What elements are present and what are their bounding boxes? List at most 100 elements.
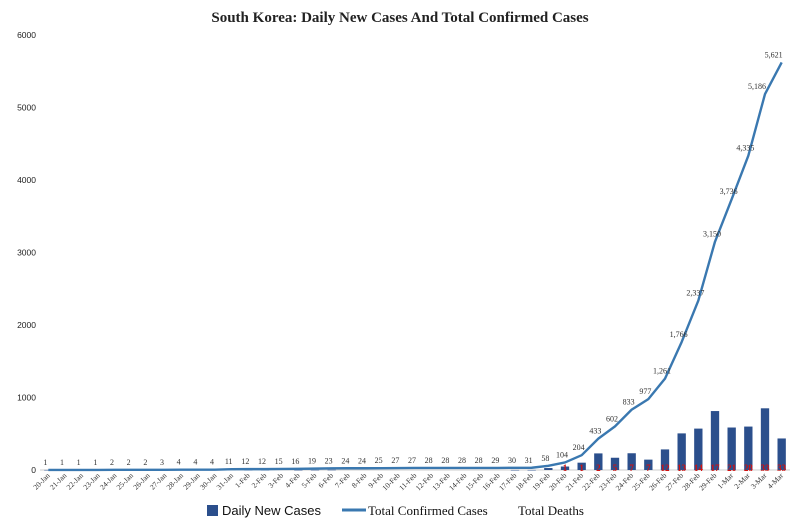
data-label-total-confirmed: 25 xyxy=(375,456,383,465)
data-label-total-confirmed: 3,736 xyxy=(720,187,738,196)
y-tick-label: 0 xyxy=(31,465,36,475)
data-label-total-deaths: 12 xyxy=(661,463,671,473)
bar-daily-new-cases xyxy=(644,459,653,470)
data-label-total-deaths: 2 xyxy=(596,463,601,473)
data-label-total-confirmed: 11 xyxy=(225,457,233,466)
legend: Daily New Cases Total Confirmed Cases To… xyxy=(207,503,584,518)
x-tick-label: 24-Jan xyxy=(98,471,119,492)
line-series-total-confirmed xyxy=(48,61,783,472)
bar-daily-new-cases xyxy=(694,428,703,470)
legend-label-total-deaths: Total Deaths xyxy=(518,503,584,518)
data-label-total-confirmed: 28 xyxy=(441,456,449,465)
data-label-total-deaths: 1 xyxy=(563,463,568,473)
data-label-total-confirmed: 204 xyxy=(573,443,585,452)
legend-label-daily-new-cases: Daily New Cases xyxy=(222,503,321,518)
data-label-total-confirmed: 28 xyxy=(475,456,483,465)
data-label-total-confirmed: 27 xyxy=(408,456,416,465)
x-tick-label: 1-Mar xyxy=(715,471,735,491)
data-label-total-confirmed: 2 xyxy=(110,458,114,467)
data-label-total-confirmed: 16 xyxy=(291,457,299,466)
x-tick-label: 10-Feb xyxy=(380,471,402,493)
bar-daily-new-cases xyxy=(660,449,670,470)
data-label-total-confirmed: 28 xyxy=(458,456,466,465)
x-tick-label: 26-Feb xyxy=(647,471,669,493)
legend-swatch-daily-new-cases xyxy=(207,505,218,516)
x-tick-label: 30-Jan xyxy=(198,471,219,492)
x-tick-label: 1-Feb xyxy=(233,471,252,490)
data-label-total-confirmed: 4 xyxy=(193,458,197,467)
data-label-total-confirmed: 1,261 xyxy=(653,367,671,376)
x-tick-label: 29-Feb xyxy=(697,471,719,493)
data-label-total-deaths: 21 xyxy=(727,463,737,473)
data-label-total-deaths: 17 xyxy=(711,463,721,473)
x-tick-label: 28-Jan xyxy=(165,471,186,492)
x-tick-label: 3-Feb xyxy=(266,471,285,490)
bar-daily-new-cases xyxy=(677,433,686,470)
x-tick-label: 16-Feb xyxy=(480,471,502,493)
bar-daily-new-cases xyxy=(610,457,620,470)
data-label-total-deaths: 33 xyxy=(761,463,771,473)
x-tick-label: 31-Jan xyxy=(215,471,236,492)
x-tick-label: 3-Mar xyxy=(749,471,769,491)
data-label-total-confirmed: 977 xyxy=(639,387,651,396)
y-tick-label: 5000 xyxy=(17,103,36,113)
x-tick-label: 24-Feb xyxy=(614,471,636,493)
x-tick-label: 2-Feb xyxy=(250,471,269,490)
data-label-total-deaths: 7 xyxy=(629,463,634,473)
x-tick-label: 2-Mar xyxy=(732,471,752,491)
y-tick-label: 3000 xyxy=(17,248,36,258)
x-tick-label: 17-Feb xyxy=(497,471,519,493)
data-label-total-confirmed: 12 xyxy=(241,457,249,466)
bar-daily-new-cases xyxy=(710,411,720,470)
x-tick-label: 28-Feb xyxy=(680,471,702,493)
x-tick-label: 21-Feb xyxy=(564,471,586,493)
x-tick-label: 22-Jan xyxy=(65,471,86,492)
x-tick-label: 23-Feb xyxy=(597,471,619,493)
data-label-total-confirmed: 23 xyxy=(325,456,333,465)
data-label-total-confirmed: 4 xyxy=(210,458,214,467)
data-label-total-confirmed: 4 xyxy=(177,458,181,467)
x-tick-label: 18-Feb xyxy=(514,471,536,493)
line-total-confirmed-cases xyxy=(48,61,783,472)
data-label-total-deaths: 1 xyxy=(579,463,584,473)
data-label-total-confirmed: 1 xyxy=(77,458,81,467)
x-tick-label: 15-Feb xyxy=(464,471,486,493)
data-label-total-confirmed: 12 xyxy=(258,457,266,466)
data-label-total-deaths: 5 xyxy=(613,463,618,473)
data-label-total-confirmed: 24 xyxy=(341,456,349,465)
total-deaths-labels: 1 1 2 5 7 7 12 13 14 17 21 28 33 33 xyxy=(563,463,787,473)
x-tick-label: 7-Feb xyxy=(333,471,352,490)
x-tick-label: 25-Feb xyxy=(630,471,652,493)
bar-daily-new-cases xyxy=(760,408,770,470)
data-label-total-deaths: 14 xyxy=(694,463,704,473)
x-tick-label: 6-Feb xyxy=(316,471,335,490)
bar-daily-new-cases xyxy=(527,469,536,471)
data-label-total-deaths: 33 xyxy=(777,463,787,473)
data-label-total-confirmed: 30 xyxy=(508,456,516,465)
x-tick-label: 19-Feb xyxy=(530,471,552,493)
x-tick-label: 4-Mar xyxy=(765,471,785,491)
x-tick-label: 13-Feb xyxy=(430,471,452,493)
y-axis: 0 1000 2000 3000 4000 5000 6000 xyxy=(17,30,790,475)
data-label-total-confirmed: 602 xyxy=(606,414,618,423)
data-label-total-confirmed: 1 xyxy=(93,458,97,467)
bar-daily-new-cases xyxy=(744,426,753,470)
bar-daily-new-cases xyxy=(727,427,736,470)
data-label-total-deaths: 7 xyxy=(646,463,651,473)
data-label-total-confirmed: 1 xyxy=(43,458,47,467)
data-label-total-confirmed: 2,337 xyxy=(686,289,704,298)
x-tick-label: 22-Feb xyxy=(580,471,602,493)
data-label-total-confirmed: 1 xyxy=(60,458,64,467)
bar-daily-new-cases xyxy=(577,462,586,470)
y-tick-label: 2000 xyxy=(17,320,36,330)
bar-daily-new-cases xyxy=(327,469,336,471)
bar-daily-new-cases xyxy=(310,469,320,471)
x-tick-label: 27-Jan xyxy=(148,471,169,492)
x-tick-label: 29-Jan xyxy=(181,471,202,492)
data-label-total-confirmed: 3,150 xyxy=(703,230,721,239)
bar-daily-new-cases xyxy=(510,469,520,471)
data-label-total-confirmed: 4,335 xyxy=(736,144,754,153)
data-label-total-confirmed: 5,186 xyxy=(748,82,766,91)
x-axis: 20-Jan21-Jan22-Jan23-Jan24-Jan25-Jan26-J… xyxy=(31,471,785,493)
